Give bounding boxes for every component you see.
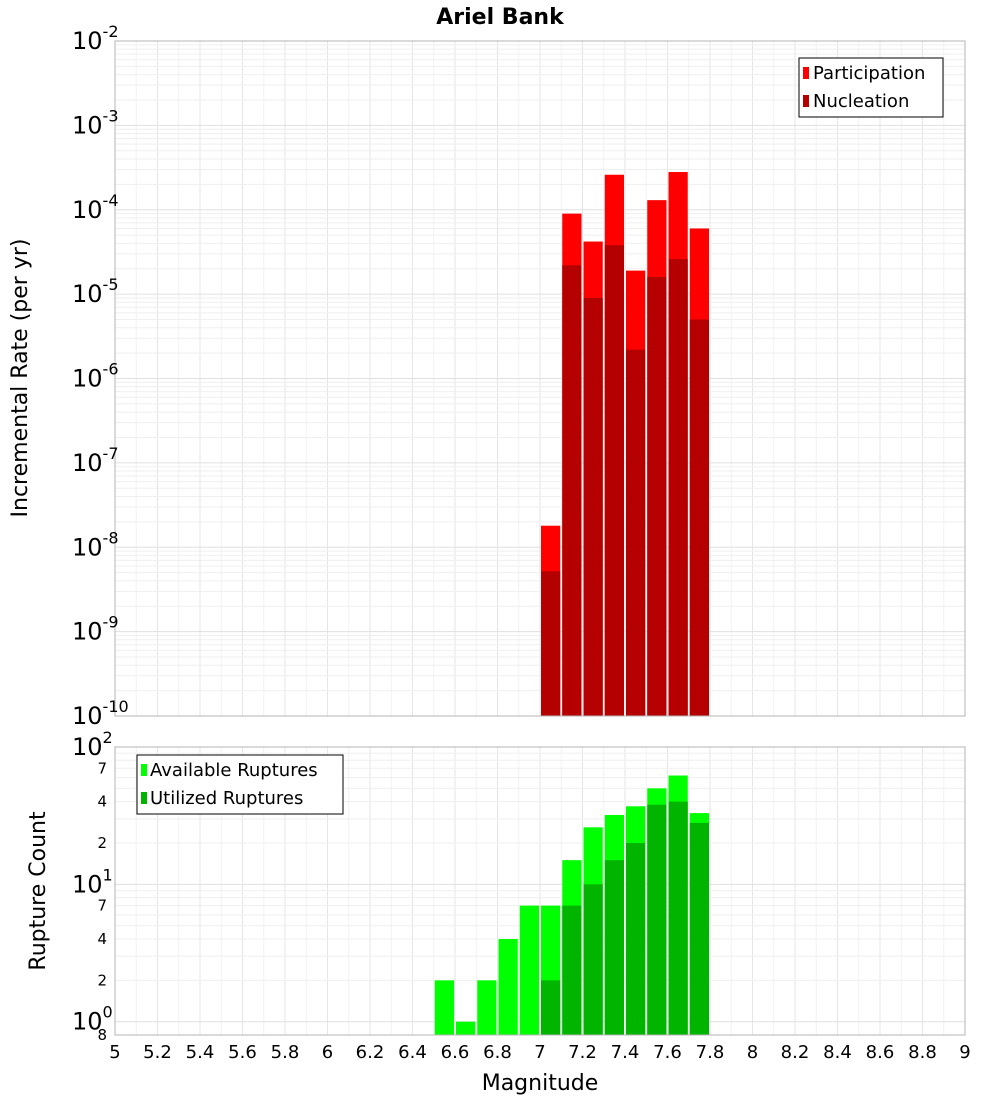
x-tick-label: 8.6 bbox=[866, 1042, 895, 1063]
x-tick-label: 6.4 bbox=[398, 1042, 427, 1063]
count-y-minor-tick-label: 4 bbox=[97, 930, 107, 948]
x-tick-label: 5.6 bbox=[228, 1042, 257, 1063]
x-tick-label: 7.4 bbox=[611, 1042, 640, 1063]
x-tick-label: 7 bbox=[534, 1042, 545, 1063]
utilized-bar bbox=[626, 843, 646, 1035]
available-bar bbox=[519, 905, 539, 1035]
utilized-bar bbox=[689, 822, 709, 1035]
x-axis-ticks: 5 5.2 5.4 5.6 5.8 6 6.2 6.4 6.6 6.8 7 7.2 7.4 7.6 7.8 8… bbox=[109, 1042, 970, 1063]
nucleation-bar bbox=[689, 319, 709, 716]
count-gridlines bbox=[114, 747, 966, 1035]
x-tick-label: 7.8 bbox=[696, 1042, 725, 1063]
chart-title: Ariel Bank bbox=[436, 5, 565, 30]
rate-y-tick-label: 10-8 bbox=[72, 528, 119, 561]
legend-label-nucleation: Nucleation bbox=[813, 91, 909, 112]
utilized-bar bbox=[604, 860, 624, 1035]
x-tick-label: 8.8 bbox=[908, 1042, 937, 1063]
count-bars bbox=[434, 775, 709, 1035]
utilized-bar bbox=[647, 804, 667, 1035]
rate-gridlines bbox=[114, 41, 966, 717]
rate-y-tick-label: 10-10 bbox=[72, 697, 129, 730]
rate-y-tick-label: 10-3 bbox=[72, 106, 119, 139]
nucleation-bar bbox=[604, 245, 624, 717]
utilized-bar bbox=[583, 884, 603, 1035]
count-y-minor-tick-label: 7 bbox=[97, 897, 107, 915]
count-plot-border bbox=[114, 746, 966, 1036]
x-tick-label: 9 bbox=[959, 1042, 970, 1063]
count-y-tick-label: 100 bbox=[72, 1003, 113, 1036]
rate-y-tick-label: 10-6 bbox=[72, 360, 119, 393]
available-bar bbox=[456, 1021, 476, 1035]
count-y-minor-tick-label: 8 bbox=[97, 1026, 107, 1044]
rate-y-tick-label: 10-7 bbox=[72, 444, 119, 477]
rate-y-tick-label: 10-2 bbox=[72, 22, 119, 55]
rate-panel: 10-10 10-9 10-8 10-7 10-6 10-5 10-4 10-3 10-2 Ar… bbox=[8, 5, 966, 730]
legend-swatch-available bbox=[141, 764, 147, 776]
available-bar bbox=[434, 980, 454, 1035]
nucleation-bar bbox=[541, 571, 561, 716]
x-tick-label: 5.2 bbox=[143, 1042, 172, 1063]
count-legend-box bbox=[136, 754, 344, 815]
legend-swatch-utilized bbox=[141, 792, 147, 804]
nucleation-bar bbox=[626, 349, 646, 716]
legend-label-available: Available Ruptures bbox=[150, 760, 318, 781]
utilized-bar bbox=[562, 905, 582, 1035]
available-bar bbox=[498, 939, 518, 1035]
rate-legend-box bbox=[798, 57, 944, 118]
x-tick-label: 6 bbox=[322, 1042, 333, 1063]
utilized-bar bbox=[541, 980, 561, 1035]
available-bar bbox=[477, 980, 497, 1035]
rate-y-tick-label: 10-9 bbox=[72, 613, 119, 646]
utilized-bar bbox=[668, 801, 688, 1035]
legend-label-utilized: Utilized Ruptures bbox=[150, 788, 303, 809]
rate-legend: Participation Nucleation bbox=[798, 57, 944, 118]
count-legend: Available Ruptures Utilized Ruptures bbox=[136, 754, 344, 815]
rate-y-axis-label: Incremental Rate (per yr) bbox=[8, 239, 33, 518]
rate-y-ticks: 10-10 10-9 10-8 10-7 10-6 10-5 10-4 10-3 10-2 bbox=[72, 22, 129, 730]
x-tick-label: 8.2 bbox=[781, 1042, 810, 1063]
x-tick-label: 7.6 bbox=[653, 1042, 682, 1063]
count-y-minor-tick-label: 7 bbox=[97, 759, 107, 777]
x-tick-label: 8.4 bbox=[823, 1042, 852, 1063]
rate-bars bbox=[541, 172, 709, 717]
rate-y-tick-label: 10-5 bbox=[72, 275, 119, 308]
legend-swatch-nucleation bbox=[803, 95, 809, 107]
rate-y-tick-label: 10-4 bbox=[72, 191, 119, 224]
count-panel: 100 101 102 8 2 4 7 2 4 7 5 5.2 5.4 5.6 5.8 6 6.2 6.4 6.6… bbox=[26, 728, 971, 1096]
x-tick-label: 5 bbox=[109, 1042, 120, 1063]
count-y-ticks: 100 101 102 8 2 4 7 2 4 7 bbox=[72, 728, 113, 1044]
x-tick-label: 8 bbox=[747, 1042, 758, 1063]
nucleation-bar bbox=[562, 265, 582, 716]
legend-swatch-participation bbox=[803, 67, 809, 79]
count-y-tick-label: 101 bbox=[72, 865, 113, 898]
count-y-tick-label: 102 bbox=[72, 728, 113, 761]
count-y-minor-tick-label: 2 bbox=[97, 834, 107, 852]
count-y-minor-tick-label: 4 bbox=[97, 793, 107, 811]
x-tick-label: 5.8 bbox=[271, 1042, 300, 1063]
x-tick-label: 7.2 bbox=[568, 1042, 597, 1063]
x-axis-label: Magnitude bbox=[482, 1071, 599, 1096]
x-tick-label: 5.4 bbox=[186, 1042, 215, 1063]
nucleation-bar bbox=[647, 276, 667, 716]
count-y-minor-tick-label: 2 bbox=[97, 971, 107, 989]
legend-label-participation: Participation bbox=[813, 63, 925, 84]
rate-plot-border bbox=[114, 40, 966, 717]
x-tick-label: 6.8 bbox=[483, 1042, 512, 1063]
x-tick-label: 6.6 bbox=[441, 1042, 470, 1063]
nucleation-bar bbox=[668, 259, 688, 716]
x-tick-label: 6.2 bbox=[356, 1042, 385, 1063]
nucleation-bar bbox=[583, 297, 603, 716]
count-y-axis-label: Rupture Count bbox=[26, 811, 51, 971]
